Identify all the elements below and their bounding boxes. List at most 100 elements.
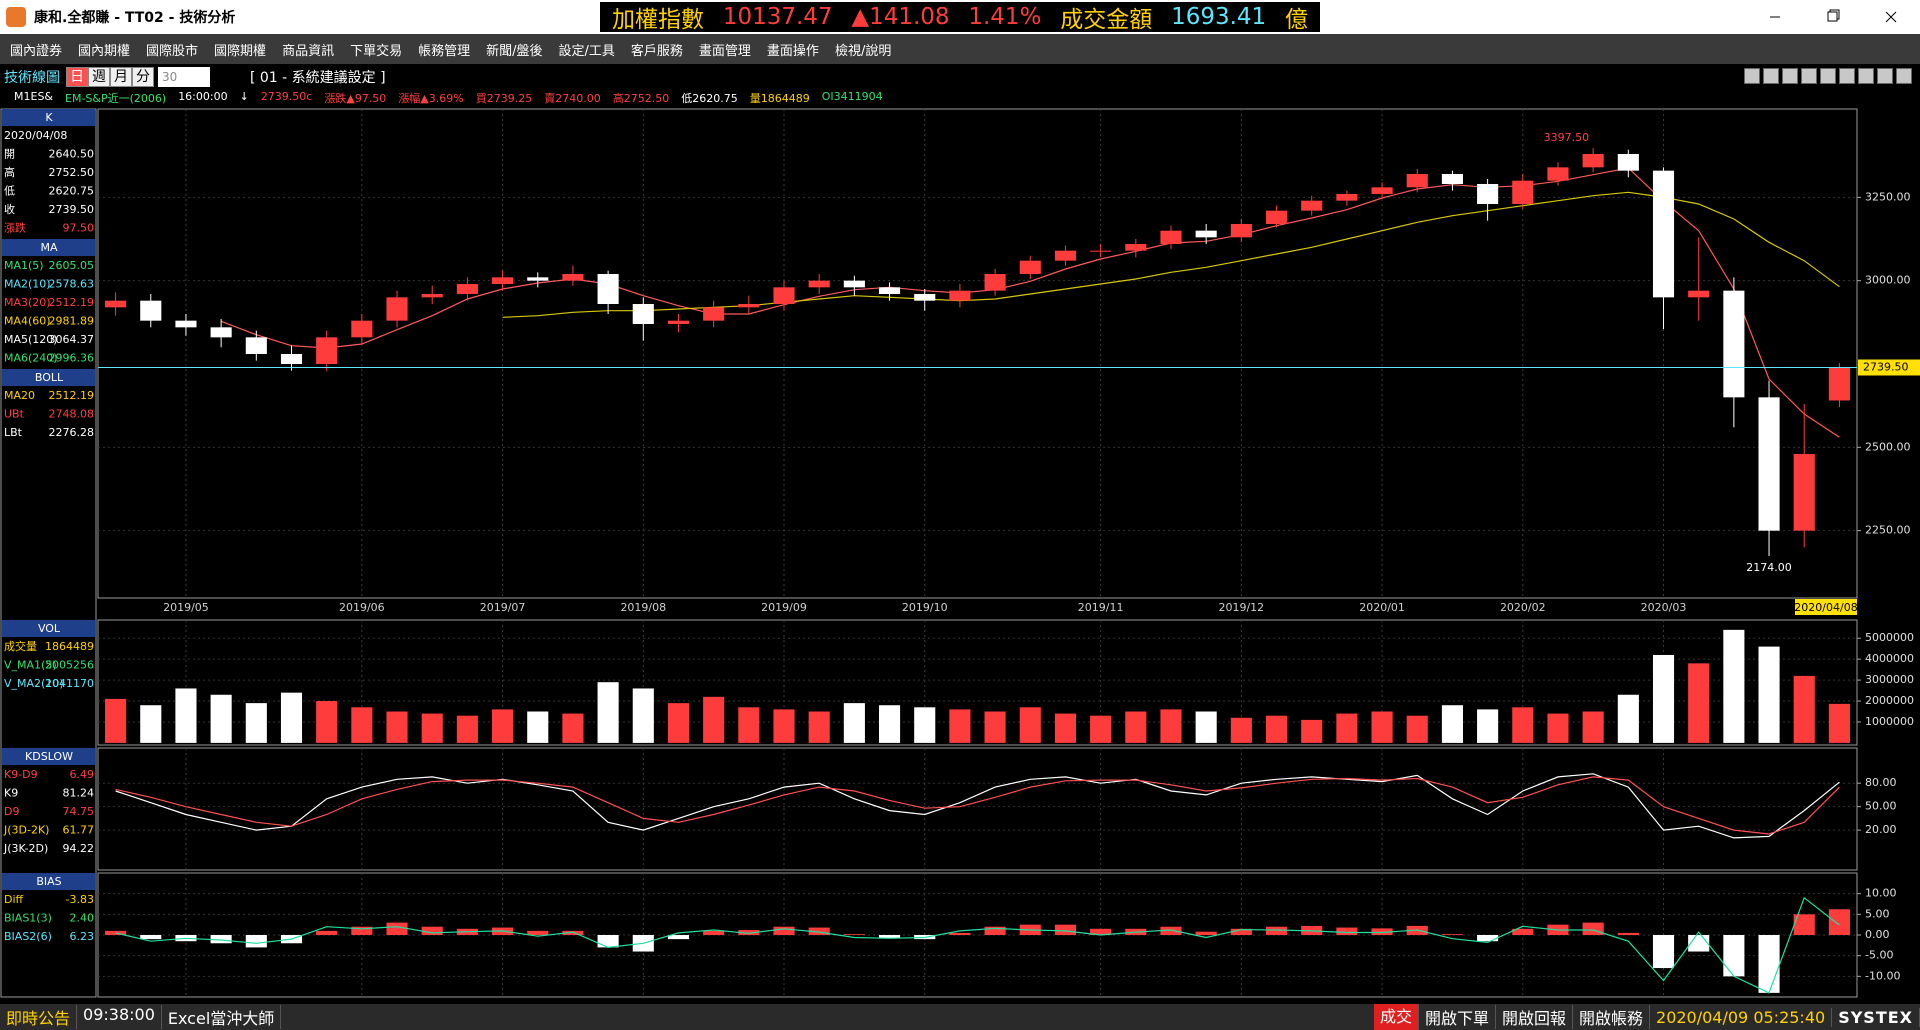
side-label: 收 (4, 202, 15, 216)
tab[interactable]: 分 (132, 67, 154, 87)
menu-item[interactable]: 新聞/盤後 (486, 43, 543, 59)
side-header (2, 748, 95, 765)
toolbar-label: 技術線圖 (4, 70, 60, 86)
bar (140, 935, 162, 940)
side-value: 74.75 (63, 805, 95, 818)
quote-item: M1ES& (14, 90, 53, 103)
bar (421, 926, 443, 935)
bar (245, 703, 267, 743)
bar (1652, 935, 1675, 969)
bar (1793, 914, 1815, 935)
candle-body (703, 307, 725, 321)
side-header (2, 873, 95, 890)
menu-item[interactable]: 國際期權 (214, 43, 267, 59)
y-tick-label: 3000000 (1865, 673, 1914, 686)
side-value: 94.22 (63, 842, 95, 855)
bar (703, 930, 725, 935)
candle-body (632, 304, 654, 324)
side-value: 2.40 (70, 912, 95, 925)
bar (914, 707, 936, 743)
candle-body (1477, 184, 1499, 204)
x-tick-label: 2020/03 (1641, 601, 1687, 614)
icon[interactable] (1801, 68, 1817, 84)
candle-body (1265, 210, 1288, 224)
y-tick-label: 5.00 (1865, 907, 1890, 920)
setting-label[interactable]: [ 01 - 系統建議設定 ] (250, 70, 386, 86)
icon[interactable] (1782, 68, 1798, 84)
icon[interactable] (1820, 68, 1836, 84)
side-label: LBt (4, 426, 23, 439)
side-value: 2276.28 (49, 426, 95, 439)
candle-body (280, 354, 303, 364)
side-value: 2620.75 (49, 185, 95, 198)
side-header (2, 109, 95, 126)
menu-item[interactable]: 下單交易 (350, 43, 403, 59)
bar (949, 709, 971, 743)
bar (562, 713, 584, 743)
low-label: 2174.00 (1746, 561, 1792, 574)
menu-item[interactable]: 客戶服務 (630, 43, 683, 59)
icon[interactable] (1877, 68, 1893, 84)
candle-body (1723, 290, 1745, 398)
side-header (2, 620, 95, 637)
side-value: 2748.08 (49, 408, 95, 421)
candle-body (1054, 250, 1077, 261)
bar (1582, 711, 1604, 743)
bar (984, 926, 1006, 935)
menu-item[interactable]: 國內期權 (78, 43, 131, 59)
menu-item[interactable]: 國際股市 (146, 43, 199, 59)
restore[interactable] (1804, 0, 1862, 34)
ticker-item: 1.41% (968, 4, 1042, 30)
menu-item[interactable]: 畫面操作 (766, 43, 819, 59)
icon[interactable] (1763, 68, 1779, 84)
tab[interactable]: 月 (110, 67, 132, 87)
status-right: 成交 開啟下單 開啟回報 開啟帳務 2020/04/09 05:25:40 SYSTEX (1373, 1004, 1920, 1030)
menu-item[interactable]: 畫面管理 (698, 43, 751, 59)
bar (1265, 715, 1288, 743)
quote-item: 低2620.75 (681, 92, 738, 105)
bar (421, 713, 443, 743)
status-item[interactable]: 開啟回報 (1496, 1005, 1573, 1029)
side-value: -3.83 (66, 893, 94, 906)
x-tick-label: 2019/11 (1078, 601, 1124, 614)
side-label: MA6(240) (4, 352, 58, 365)
side-value: 1864489 (45, 640, 94, 653)
icon[interactable] (1858, 68, 1874, 84)
bar (773, 926, 795, 935)
bar (1160, 709, 1182, 743)
tab[interactable]: 週 (88, 67, 110, 87)
menu-item[interactable]: 國內證券 (10, 43, 63, 59)
ticker-item: 成交金額 (1060, 7, 1153, 33)
menu-item[interactable]: 帳務管理 (418, 43, 471, 59)
side-title: MA (40, 241, 57, 254)
status-item[interactable]: 開啟下單 (1419, 1005, 1496, 1029)
window-controls (1746, 0, 1920, 34)
bar (843, 703, 865, 743)
candle-body (1195, 230, 1217, 238)
icon[interactable] (1839, 68, 1855, 84)
side-value: 2640.50 (49, 148, 95, 161)
interval-select[interactable]: 30 (158, 67, 210, 87)
y-tick-label: 20.00 (1865, 823, 1897, 836)
bar (1441, 705, 1463, 743)
icon[interactable] (1744, 68, 1760, 84)
indicator-line (115, 776, 1840, 835)
status-bar: 即時公告 09:38:00 Excel當沖大師 成交 開啟下單 開啟回報 開啟帳務 2020/… (0, 1004, 1920, 1030)
side-label: K9-D9 (4, 768, 38, 781)
candle-body (773, 287, 795, 304)
tab[interactable]: 日 (66, 67, 88, 87)
icon[interactable] (1896, 68, 1912, 84)
menu-item[interactable]: 檢視/說明 (834, 43, 892, 59)
menu-item[interactable]: 商品資訊 (282, 43, 335, 59)
candle-body (527, 277, 549, 281)
candle-body (105, 300, 127, 308)
status-item[interactable]: 開啟帳務 (1573, 1005, 1651, 1029)
close[interactable] (1862, 0, 1920, 34)
panel-frame (97, 747, 1858, 871)
side-value: 2752.50 (49, 166, 95, 179)
bar (1230, 717, 1252, 743)
side-label: 開 (4, 148, 15, 161)
minimize[interactable] (1746, 0, 1804, 34)
bar (1054, 713, 1077, 743)
menu-item[interactable]: 設定/工具 (558, 43, 615, 59)
